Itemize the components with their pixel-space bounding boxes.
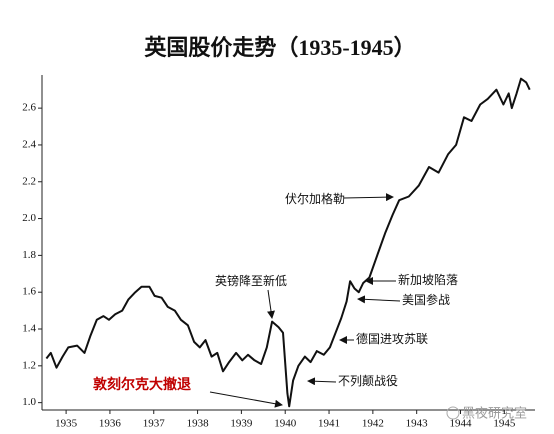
annotation-arrow [209, 391, 283, 408]
y-tick-label: 2.6 [22, 102, 36, 114]
annotation-arrow [357, 295, 401, 304]
x-tick-label: 1938 [187, 418, 210, 430]
x-tick-label: 1939 [230, 418, 253, 430]
annotation: 德国进攻苏联 [356, 331, 428, 346]
annotation-arrow [343, 193, 394, 202]
annotation-arrow [307, 377, 337, 386]
x-tick-label: 1944 [450, 418, 473, 430]
x-tick-label: 1935 [55, 418, 78, 430]
annotation: 美国参战 [402, 292, 450, 307]
watermark-icon [446, 406, 460, 420]
y-tick-label: 2.0 [22, 212, 36, 224]
annotation: 英镑降至新低 [215, 273, 287, 288]
annotation: 新加坡陷落 [398, 272, 458, 287]
y-tick-label: 1.4 [22, 323, 36, 335]
y-tick-label: 2.2 [22, 175, 36, 187]
x-tick-label: 1937 [143, 418, 166, 430]
chart-title: 英国股价走势（1935-1945） [144, 35, 415, 60]
x-tick-label: 1943 [406, 418, 429, 430]
y-tick-label: 2.4 [22, 138, 36, 150]
annotation: 不列颠战役 [338, 373, 398, 388]
y-tick-label: 1.2 [22, 359, 36, 371]
x-tick-label: 1940 [274, 418, 297, 430]
price-line [45, 77, 531, 408]
annotation-arrow [267, 289, 275, 319]
x-tick-label: 1936 [99, 418, 122, 430]
watermark: 黑夜研究室 [462, 406, 527, 422]
annotation: 敦刻尔克大撤退 [93, 376, 191, 393]
y-tick-label: 1.6 [22, 286, 36, 298]
y-tick-label: 1.8 [22, 249, 36, 261]
annotation: 伏尔加格勒 [285, 191, 345, 206]
x-tick-label: 1945 [493, 418, 516, 430]
x-tick-label: 1941 [318, 418, 340, 430]
y-tick-label: 1.0 [22, 396, 36, 408]
x-tick-label: 1942 [362, 418, 384, 430]
